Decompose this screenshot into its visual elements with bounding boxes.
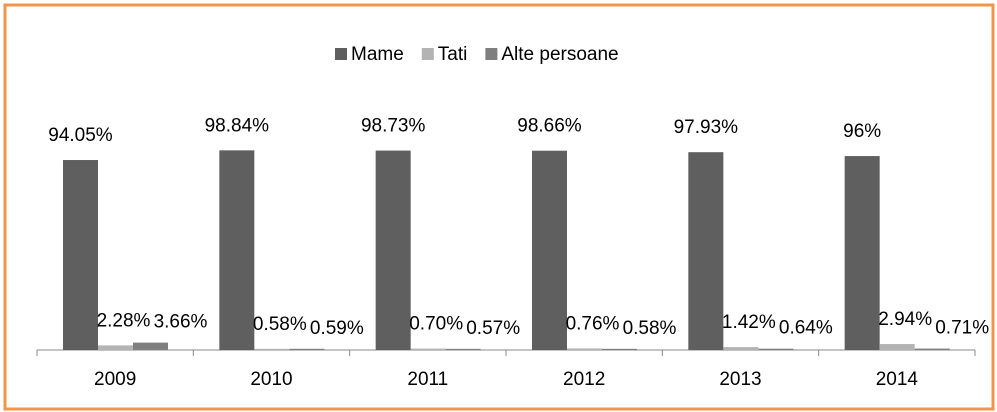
- bar: [723, 347, 759, 350]
- data-label: 98.73%: [361, 116, 426, 137]
- data-label: 2.28%: [97, 310, 151, 331]
- x-tick-label: 2010: [250, 369, 292, 390]
- bar: [879, 344, 915, 350]
- legend-swatch: [485, 48, 498, 60]
- x-tick-label: 2012: [563, 369, 605, 390]
- data-label: 0.70%: [409, 314, 463, 335]
- legend-label: Alte persoane: [501, 44, 618, 65]
- data-label: 2.94%: [878, 309, 932, 330]
- bar: [844, 156, 880, 350]
- data-label: 98.66%: [517, 116, 582, 137]
- data-label: 0.58%: [253, 314, 307, 335]
- x-tick-label: 2013: [719, 369, 761, 390]
- legend-swatch: [421, 48, 434, 60]
- data-label: 94.05%: [48, 125, 113, 146]
- data-label: 0.64%: [779, 318, 833, 339]
- bar: [254, 348, 290, 350]
- data-label: 1.42%: [722, 312, 776, 333]
- bar: [445, 348, 481, 350]
- data-label: 96%: [843, 121, 881, 142]
- bar: [602, 348, 637, 350]
- bar: [758, 348, 794, 350]
- data-label: 0.58%: [623, 318, 677, 339]
- data-label: 0.71%: [935, 318, 989, 339]
- data-label: 0.57%: [466, 318, 520, 339]
- legend-swatch: [335, 48, 347, 60]
- bar: [532, 150, 567, 350]
- bar: [567, 348, 602, 350]
- x-tick-label: 2011: [407, 369, 448, 390]
- bar: [289, 348, 325, 350]
- data-label: 3.66%: [154, 312, 208, 333]
- bar: [688, 152, 724, 350]
- x-tick-label: 2009: [94, 369, 136, 390]
- frame: [3, 3, 995, 411]
- bar: [133, 342, 168, 350]
- legend-label: Tati: [438, 44, 468, 65]
- bar: [410, 348, 446, 350]
- bar: [98, 345, 133, 350]
- data-label: 98.84%: [205, 115, 270, 136]
- bar: [63, 160, 98, 350]
- x-tick-label: 2014: [876, 369, 919, 390]
- data-label: 97.93%: [674, 117, 739, 138]
- data-label: 0.59%: [310, 318, 364, 339]
- legend-label: Mame: [351, 44, 404, 65]
- bar: [375, 150, 411, 350]
- bar: [914, 348, 950, 350]
- bar: [219, 150, 255, 350]
- data-label: 0.76%: [566, 313, 620, 334]
